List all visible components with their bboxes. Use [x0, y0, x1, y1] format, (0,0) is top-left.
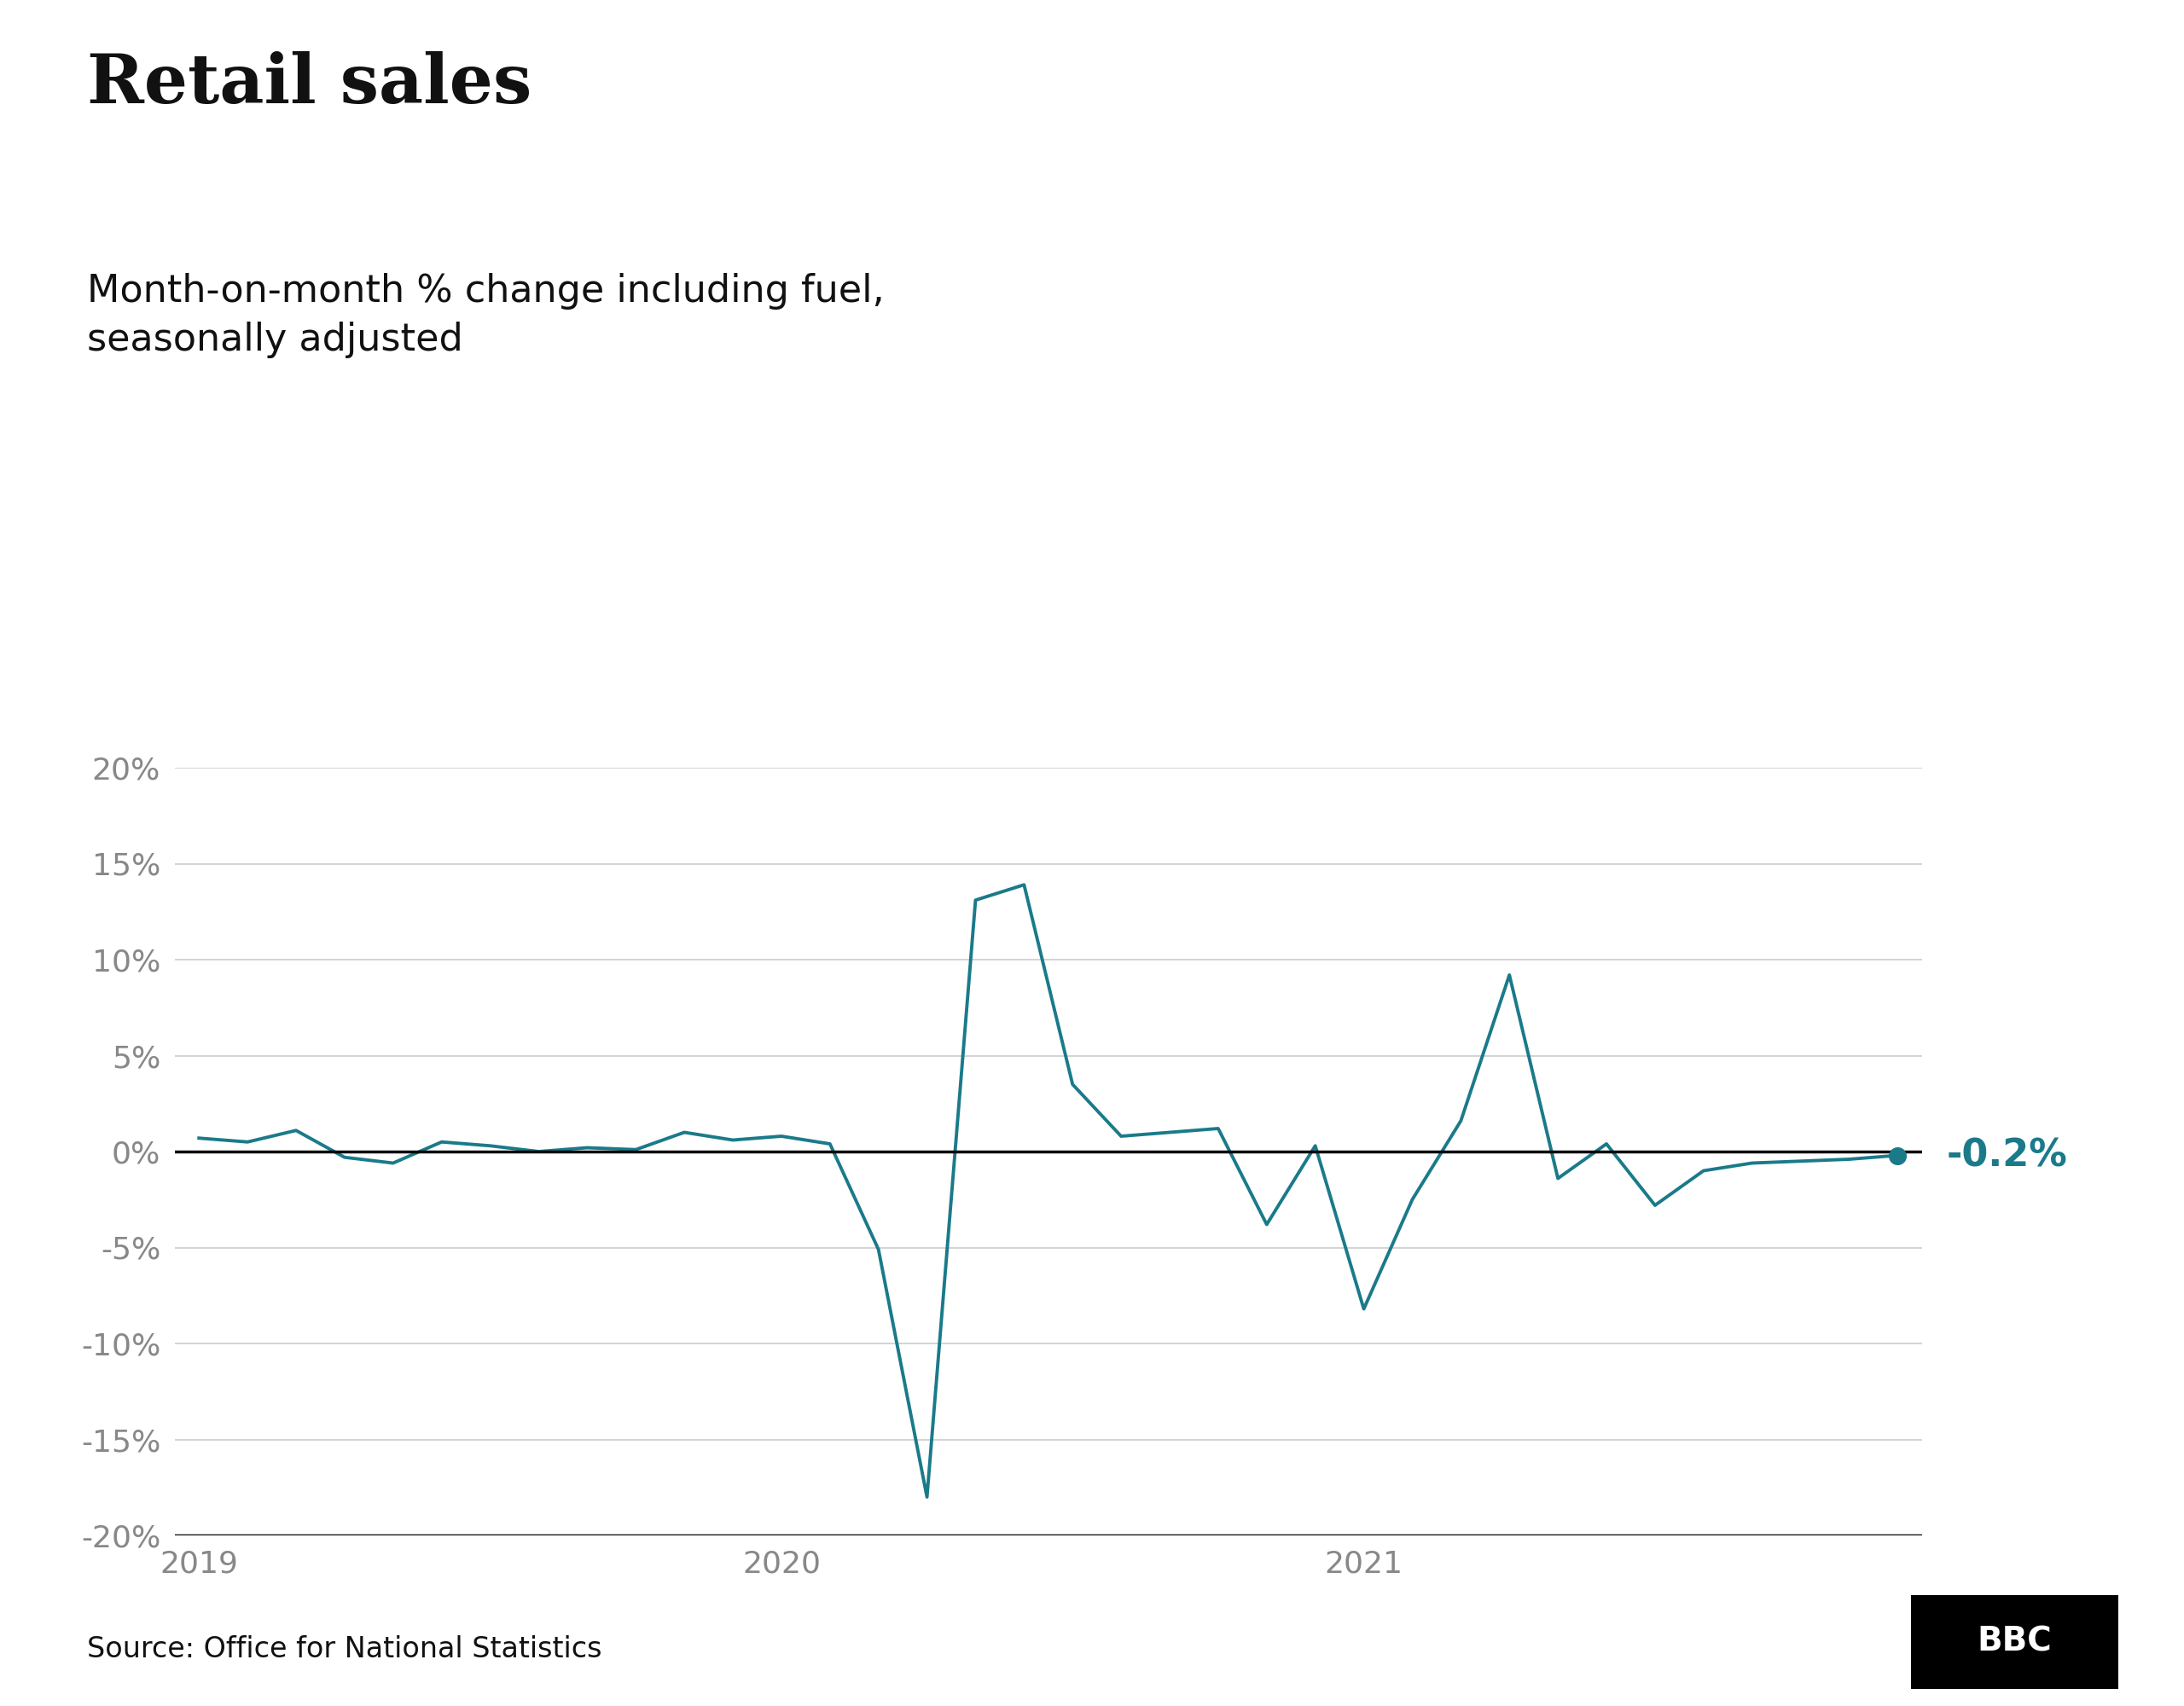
Text: Month-on-month % change including fuel,
seasonally adjusted: Month-on-month % change including fuel, … [87, 273, 885, 358]
Text: Source: Office for National Statistics: Source: Office for National Statistics [87, 1634, 603, 1663]
Text: BBC: BBC [1977, 1626, 2053, 1658]
Point [1880, 1141, 1915, 1169]
Text: -0.2%: -0.2% [1946, 1136, 2066, 1174]
Text: Retail sales: Retail sales [87, 51, 533, 118]
